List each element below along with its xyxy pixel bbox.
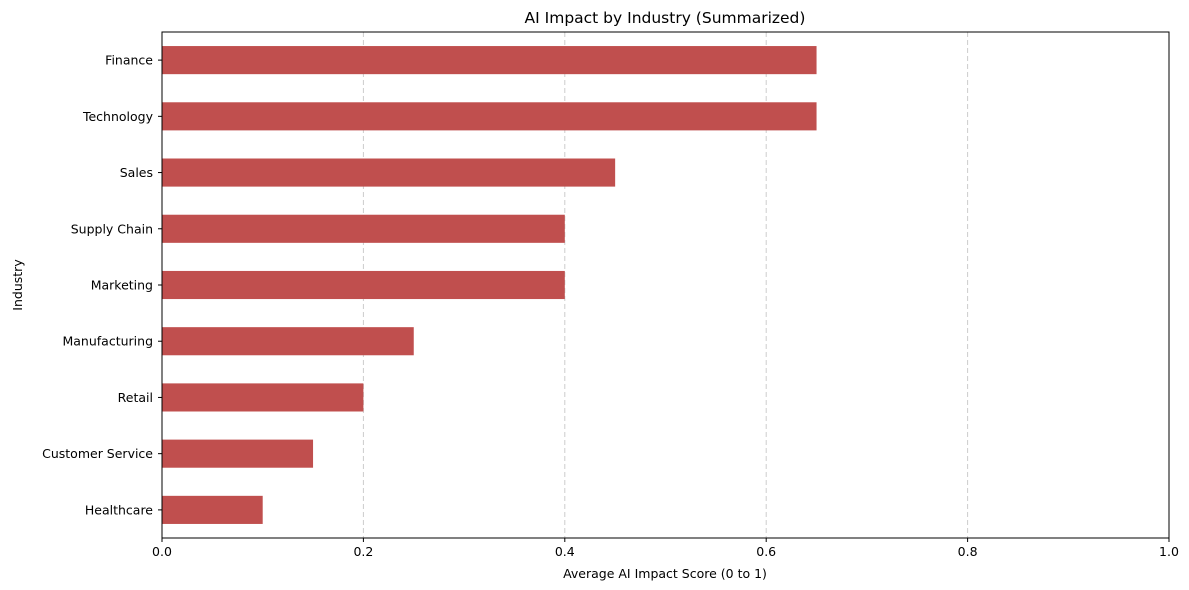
bar-finance bbox=[162, 46, 817, 75]
y-tick-label: Sales bbox=[120, 165, 153, 180]
y-axis-ticks: Finance Technology Sales Supply Chain Market… bbox=[42, 53, 162, 517]
y-tick-label: Retail bbox=[118, 390, 153, 405]
bar-customer-service bbox=[162, 439, 314, 468]
y-tick-label: Finance bbox=[105, 53, 153, 68]
plot-frame bbox=[161, 31, 1170, 539]
bars-group bbox=[162, 46, 817, 524]
y-tick-label: Healthcare bbox=[85, 502, 153, 517]
x-axis-ticks: 0.0 0.2 0.4 0.6 0.8 1.0 bbox=[152, 538, 1179, 559]
bar-sales bbox=[162, 158, 616, 187]
bar-healthcare bbox=[162, 495, 263, 524]
y-tick-label: Supply Chain bbox=[71, 221, 153, 236]
y-tick-label: Marketing bbox=[91, 278, 153, 293]
chart-title: AI Impact by Industry (Summarized) bbox=[525, 9, 806, 27]
bar-supply-chain bbox=[162, 214, 565, 243]
bar-retail bbox=[162, 383, 364, 412]
y-tick-label: Customer Service bbox=[42, 446, 153, 461]
x-tick-label: 0.4 bbox=[555, 544, 575, 559]
y-tick-label: Manufacturing bbox=[62, 334, 153, 349]
bar-manufacturing bbox=[162, 327, 414, 356]
y-axis-label: Industry bbox=[10, 259, 25, 311]
x-tick-label: 1.0 bbox=[1159, 544, 1179, 559]
bar-technology bbox=[162, 102, 817, 131]
x-tick-label: 0.0 bbox=[152, 544, 172, 559]
x-tick-label: 0.8 bbox=[958, 544, 978, 559]
x-axis-label: Average AI Impact Score (0 to 1) bbox=[563, 566, 767, 581]
y-tick-label: Technology bbox=[82, 109, 154, 124]
x-tick-label: 0.2 bbox=[353, 544, 373, 559]
bar-marketing bbox=[162, 270, 565, 300]
x-tick-label: 0.6 bbox=[756, 544, 776, 559]
